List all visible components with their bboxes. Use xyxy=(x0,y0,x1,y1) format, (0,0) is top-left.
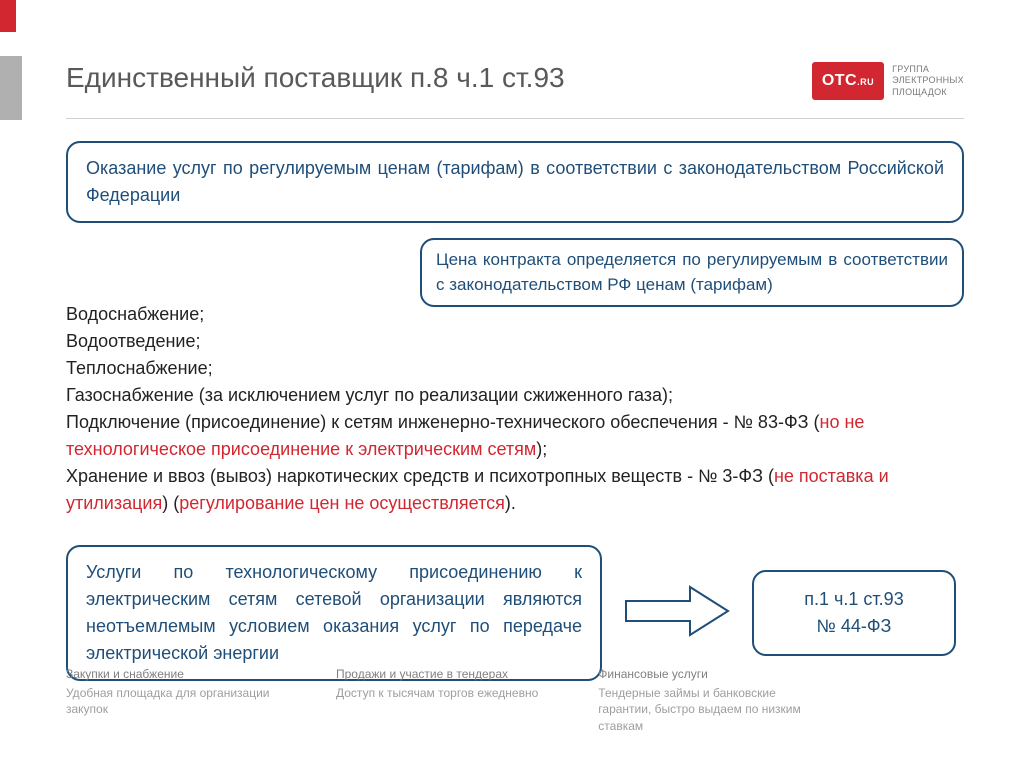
slide-container: ОТС.RU ГРУППА ЭЛЕКТРОННЫХ ПЛОЩАДОК Единс… xyxy=(0,0,1024,767)
list-item: Газоснабжение (за исключением услуг по р… xyxy=(66,382,964,409)
footer-column: Продажи и участие в тендерах Доступ к ты… xyxy=(336,666,538,735)
conclusion-left-box: Услуги по технологическому присоединению… xyxy=(66,545,602,681)
list-item: Водоотведение; xyxy=(66,328,964,355)
footer-heading: Продажи и участие в тендерах xyxy=(336,666,538,683)
conclusion-row: Услуги по технологическому присоединению… xyxy=(66,545,964,681)
conclusion-right-box: п.1 ч.1 ст.93 № 44-ФЗ xyxy=(752,570,956,656)
footer-sub: Тендерные займы и банковские гарантии, б… xyxy=(598,685,808,735)
title-divider xyxy=(66,118,964,119)
footer-column: Закупки и снабжение Удобная площадка для… xyxy=(66,666,276,735)
footer-sub: Удобная площадка для организации закупок xyxy=(66,685,276,719)
logo-line1: ГРУППА xyxy=(892,64,964,75)
text-segment: Подключение (присоединение) к сетям инже… xyxy=(66,412,820,432)
footer-sub: Доступ к тысячам торгов ежедневно xyxy=(336,685,538,702)
text-segment: Хранение и ввоз (вывоз) наркотических ср… xyxy=(66,466,774,486)
footer: Закупки и снабжение Удобная площадка для… xyxy=(66,666,964,735)
main-definition-box: Оказание услуг по регулируемым ценам (та… xyxy=(66,141,964,223)
logo-line3: ПЛОЩАДОК xyxy=(892,87,964,98)
arrow-icon xyxy=(624,583,730,644)
text-segment: ) ( xyxy=(162,493,179,513)
footer-column: Финансовые услуги Тендерные займы и банк… xyxy=(598,666,808,735)
logo-badge-suffix: .RU xyxy=(857,77,874,87)
footer-heading: Закупки и снабжение xyxy=(66,666,276,683)
logo-badge: ОТС.RU xyxy=(812,62,884,100)
logo-badge-text: ОТС xyxy=(822,72,857,89)
text-segment: ). xyxy=(505,493,516,513)
highlight-text: регулирование цен не осуществляется xyxy=(179,493,505,513)
text-segment: ); xyxy=(536,439,547,459)
footer-heading: Финансовые услуги xyxy=(598,666,808,683)
law-ref-line2: № 44-ФЗ xyxy=(764,613,944,640)
list-item: Хранение и ввоз (вывоз) наркотических ср… xyxy=(66,463,964,517)
logo-caption: ГРУППА ЭЛЕКТРОННЫХ ПЛОЩАДОК xyxy=(892,64,964,98)
price-note-box: Цена контракта определяется по регулируе… xyxy=(420,238,964,307)
list-item: Теплоснабжение; xyxy=(66,355,964,382)
services-list: Водоснабжение; Водоотведение; Теплоснабж… xyxy=(66,301,964,517)
list-item: Подключение (присоединение) к сетям инже… xyxy=(66,409,964,463)
logo: ОТС.RU ГРУППА ЭЛЕКТРОННЫХ ПЛОЩАДОК xyxy=(812,62,964,100)
logo-line2: ЭЛЕКТРОННЫХ xyxy=(892,75,964,86)
law-ref-line1: п.1 ч.1 ст.93 xyxy=(764,586,944,613)
